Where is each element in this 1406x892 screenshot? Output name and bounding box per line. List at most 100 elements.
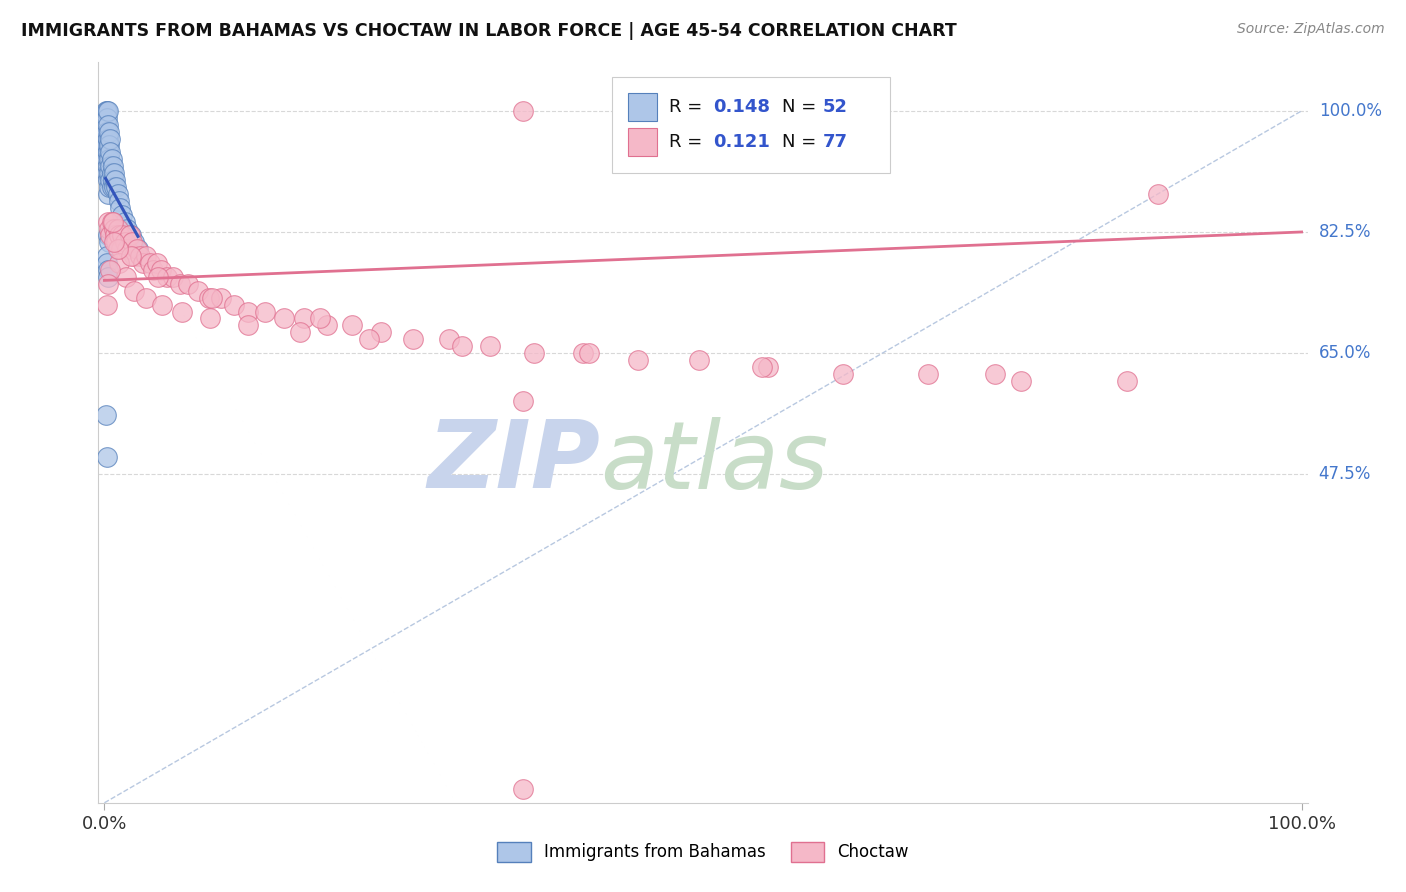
Choctaw [149,263,172,277]
Immigrants from Bahamas [115,221,138,235]
Choctaw [97,214,120,228]
Text: N =: N = [782,98,821,116]
Choctaw [139,256,162,270]
Immigrants from Bahamas [124,235,146,250]
Choctaw [478,339,501,353]
Text: 82.5%: 82.5% [1319,223,1371,241]
Immigrants from Bahamas [100,145,122,160]
Immigrants from Bahamas [100,159,122,173]
Choctaw [156,269,179,284]
Choctaw [288,326,311,340]
Text: N =: N = [782,133,821,151]
FancyBboxPatch shape [613,78,890,173]
Choctaw [100,263,122,277]
Immigrants from Bahamas [94,409,117,423]
Choctaw [984,367,1007,381]
Immigrants from Bahamas [108,201,131,215]
Choctaw [917,367,939,381]
Immigrants from Bahamas [101,159,124,173]
Immigrants from Bahamas [97,228,120,243]
Immigrants from Bahamas [96,450,118,464]
Immigrants from Bahamas [97,131,120,145]
Immigrants from Bahamas [96,249,118,263]
Text: IMMIGRANTS FROM BAHAMAS VS CHOCTAW IN LABOR FORCE | AGE 45-54 CORRELATION CHART: IMMIGRANTS FROM BAHAMAS VS CHOCTAW IN LA… [21,22,957,40]
Choctaw [512,781,534,796]
Choctaw [100,214,122,228]
Choctaw [309,311,332,326]
Immigrants from Bahamas [97,263,120,277]
Choctaw [512,394,534,409]
Immigrants from Bahamas [111,208,134,222]
Choctaw [273,311,295,326]
Immigrants from Bahamas [96,103,118,118]
Choctaw [316,318,339,333]
Choctaw [832,367,855,381]
Choctaw [107,242,129,256]
Text: 47.5%: 47.5% [1319,465,1371,483]
Choctaw [101,214,124,228]
Choctaw [121,235,143,250]
Immigrants from Bahamas [105,180,128,194]
Text: R =: R = [669,133,709,151]
Choctaw [198,311,221,326]
Immigrants from Bahamas [97,103,120,118]
Choctaw [148,269,170,284]
Choctaw [100,228,122,243]
Immigrants from Bahamas [96,138,118,153]
Immigrants from Bahamas [97,159,120,173]
Immigrants from Bahamas [101,173,124,187]
Choctaw [135,291,157,305]
Immigrants from Bahamas [94,118,117,132]
Choctaw [132,256,155,270]
Immigrants from Bahamas [98,138,121,153]
Text: ZIP: ZIP [427,417,600,508]
Choctaw [751,359,773,374]
Choctaw [172,304,194,318]
Immigrants from Bahamas [94,145,117,160]
Choctaw [253,304,276,318]
Choctaw [103,221,125,235]
Choctaw [357,332,380,346]
FancyBboxPatch shape [628,93,657,121]
Choctaw [124,284,146,298]
Immigrants from Bahamas [100,166,122,180]
Immigrants from Bahamas [96,166,118,180]
Choctaw [124,249,146,263]
Immigrants from Bahamas [94,103,117,118]
Choctaw [111,228,134,243]
Immigrants from Bahamas [100,180,122,194]
Choctaw [103,235,125,250]
Immigrants from Bahamas [107,186,129,201]
Choctaw [627,353,650,368]
Immigrants from Bahamas [100,173,122,187]
Choctaw [142,263,165,277]
Choctaw [107,256,129,270]
Text: 52: 52 [823,98,848,116]
Text: atlas: atlas [600,417,828,508]
FancyBboxPatch shape [628,128,657,156]
Text: 0.121: 0.121 [713,133,769,151]
Choctaw [107,228,129,243]
Text: 0.148: 0.148 [713,98,769,116]
Choctaw [114,235,136,250]
Choctaw [146,256,169,270]
Immigrants from Bahamas [127,242,149,256]
Choctaw [236,304,259,318]
Immigrants from Bahamas [97,186,120,201]
Choctaw [572,346,595,360]
Immigrants from Bahamas [107,194,129,208]
Immigrants from Bahamas [98,180,121,194]
Immigrants from Bahamas [97,173,120,187]
Choctaw [110,242,132,256]
Choctaw [437,332,460,346]
Immigrants from Bahamas [98,153,121,167]
Immigrants from Bahamas [100,153,122,167]
Choctaw [162,269,184,284]
Choctaw [104,228,127,243]
Choctaw [105,235,128,250]
Choctaw [115,242,138,256]
Choctaw [115,269,138,284]
Choctaw [756,359,779,374]
Text: 65.0%: 65.0% [1319,344,1371,362]
Legend: Immigrants from Bahamas, Choctaw: Immigrants from Bahamas, Choctaw [491,835,915,869]
